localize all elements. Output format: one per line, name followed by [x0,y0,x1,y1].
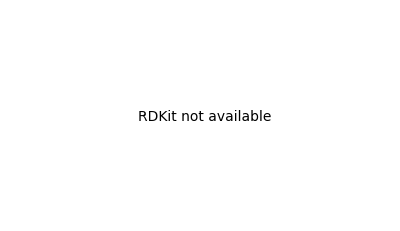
Text: RDKit not available: RDKit not available [138,110,272,124]
